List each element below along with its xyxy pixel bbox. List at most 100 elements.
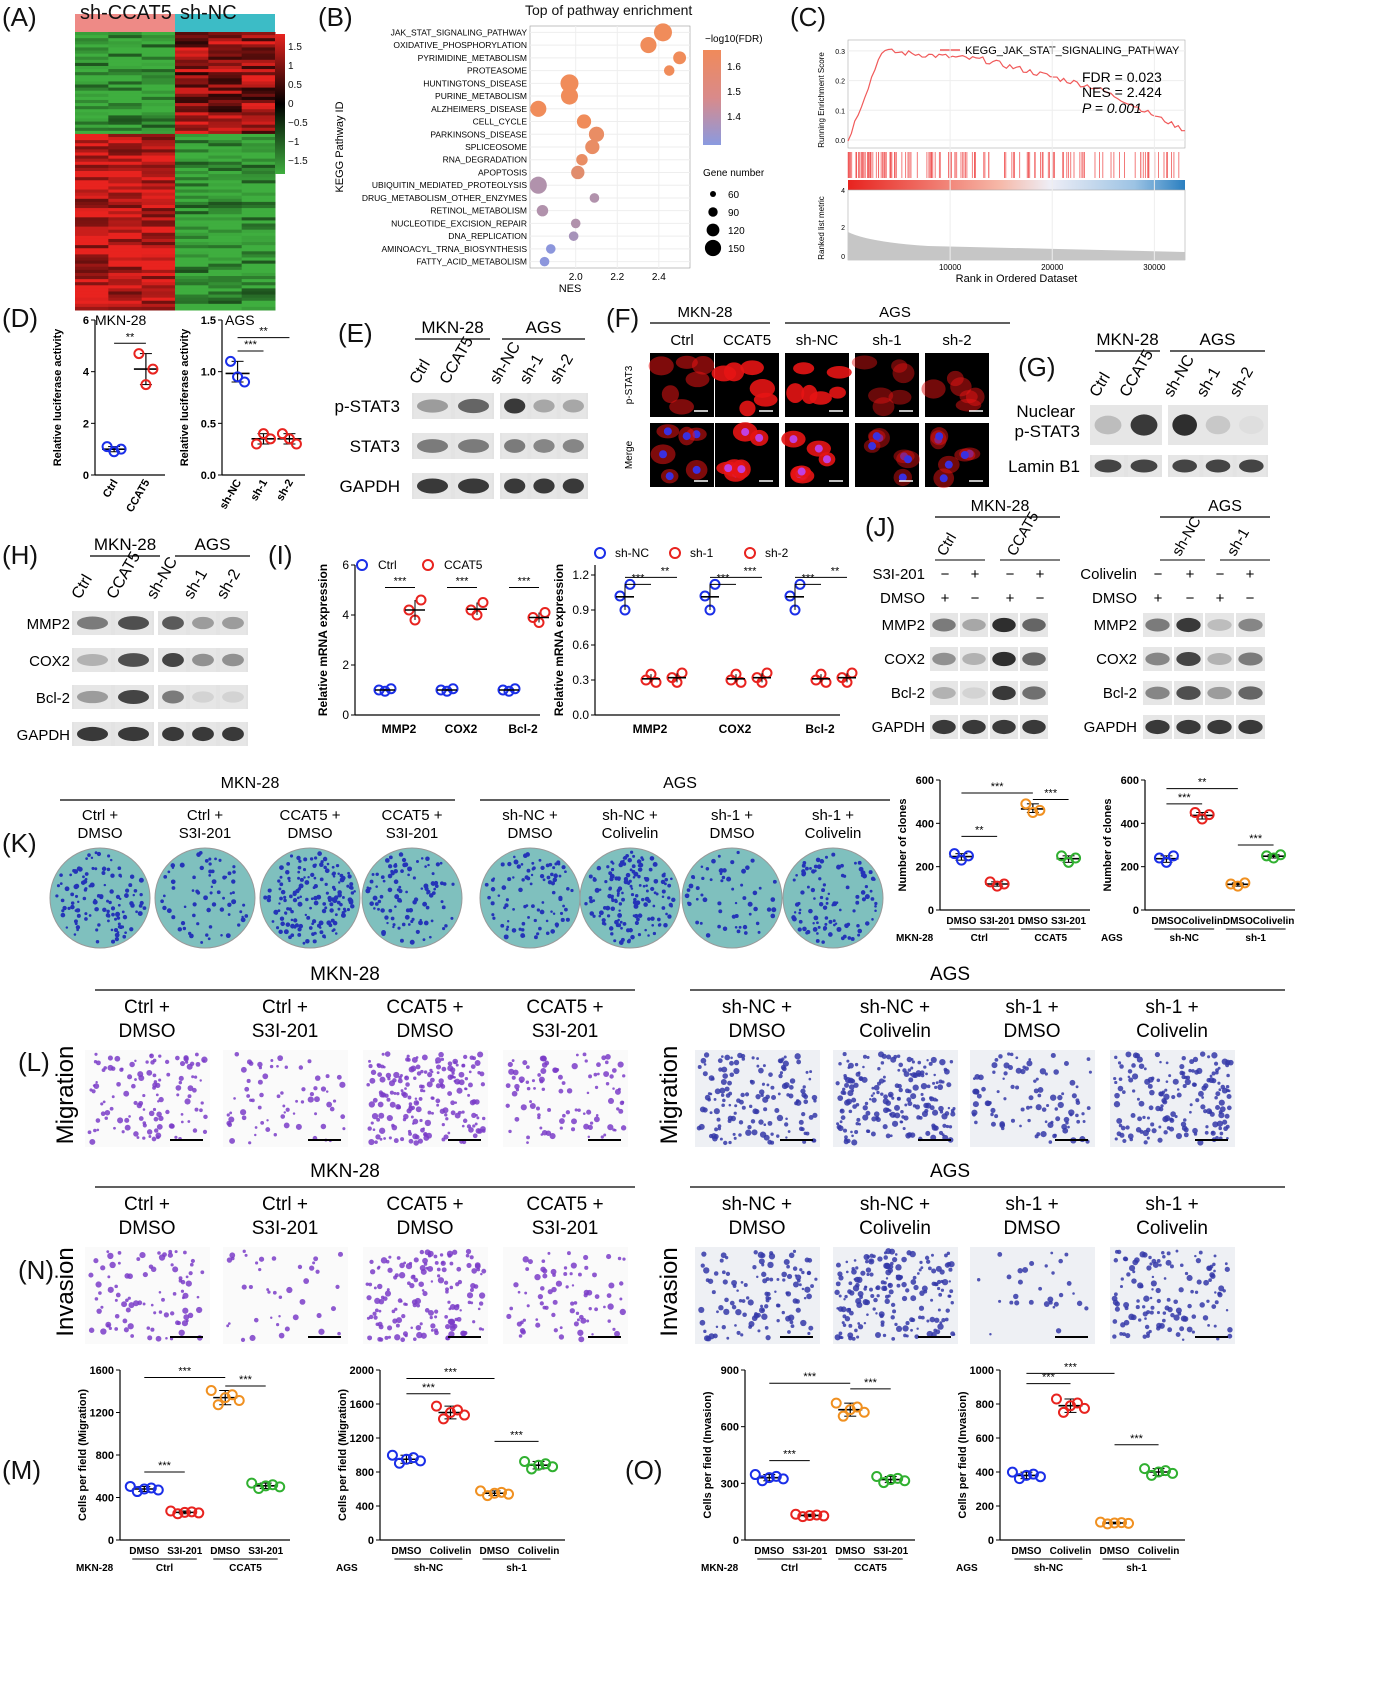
- micro-cell: [949, 1289, 954, 1294]
- micro-cell: [811, 1094, 818, 1101]
- micro-cell: [1128, 1265, 1136, 1272]
- micro-cell: [778, 1073, 783, 1079]
- micro-cell: [465, 1253, 470, 1258]
- micro-cell: [367, 1126, 372, 1131]
- heatmap-cell: [208, 211, 243, 215]
- colony-dot: [644, 928, 647, 932]
- heatmap-cell: [108, 192, 143, 197]
- micro-cell: [583, 1123, 590, 1130]
- micro-cell: [1127, 1133, 1134, 1140]
- micro-cell: [155, 1335, 162, 1342]
- micro-cell: [128, 1302, 135, 1309]
- heatmap-cell: [175, 109, 209, 113]
- micro-cell: [374, 1308, 379, 1313]
- colony-dot: [77, 866, 83, 872]
- micro-cell: [614, 1088, 621, 1095]
- colony-dot: [97, 923, 101, 927]
- micro-cell: [273, 1133, 277, 1137]
- micro-cell: [278, 1295, 283, 1300]
- blot-band: [932, 719, 956, 735]
- colony-dot: [286, 861, 291, 866]
- heatmap-cell: [175, 245, 209, 249]
- colony-dot: [588, 895, 593, 900]
- micro-cell: [1131, 1073, 1139, 1080]
- micro-cell: [450, 1110, 456, 1116]
- colony-dot: [658, 923, 662, 927]
- micro-cell: [918, 1305, 925, 1311]
- micro-label: sh-NC +: [860, 1194, 930, 1215]
- micro-cell: [750, 1079, 755, 1085]
- heatmap-cell: [208, 303, 243, 308]
- micro-cell: [413, 1140, 419, 1146]
- micro-cell: [703, 1335, 711, 1342]
- heatmap-cell: [241, 32, 276, 36]
- data-point: [851, 1401, 863, 1413]
- micro-cell: [594, 1294, 600, 1299]
- micro-cell: [456, 1266, 462, 1272]
- colony-dot: [331, 865, 335, 869]
- colony-dot: [809, 867, 812, 870]
- axis-y-tick-label: 800: [96, 1450, 114, 1462]
- blot-band: [76, 690, 109, 704]
- data-point: [1225, 878, 1237, 890]
- micro-cell: [862, 1054, 867, 1059]
- micro-cell: [734, 1104, 738, 1108]
- heatmap-cell: [75, 140, 109, 144]
- micro-cell: [947, 1294, 951, 1298]
- micro-cell: [117, 1117, 124, 1124]
- pathway-dot: [585, 139, 600, 155]
- micro-cell: [172, 1266, 179, 1273]
- colony-dot: [227, 902, 232, 907]
- colony-dot: [430, 919, 434, 923]
- heatmap-group-bar-nc: [175, 14, 275, 32]
- micro-cell: [436, 1103, 440, 1107]
- colony-dot: [550, 910, 553, 913]
- heatmap-cell: [175, 59, 209, 64]
- heatmap-cell: [241, 140, 276, 144]
- micro-cell: [125, 1307, 131, 1313]
- micro-cell: [1213, 1324, 1217, 1328]
- heatmap-cell: [208, 143, 243, 147]
- data-point: [276, 428, 288, 440]
- axis-y-tick-label: 400: [916, 818, 934, 830]
- micro-cell: [835, 1281, 841, 1287]
- colony-dot: [506, 925, 510, 929]
- blot-row-label: GAPDH: [872, 719, 925, 736]
- micro-cell: [513, 1282, 519, 1288]
- colony-dot: [847, 936, 852, 940]
- micro-cell: [1158, 1125, 1162, 1129]
- panel-label-g: (G): [1018, 352, 1056, 382]
- micro-cell: [884, 1298, 890, 1304]
- micro-cell: [461, 1124, 465, 1128]
- micro-cell: [764, 1304, 769, 1309]
- axis-y-tick-label: 400: [1121, 818, 1139, 830]
- micro-cell: [838, 1331, 843, 1336]
- colony-dot: [513, 859, 519, 865]
- micro-cell: [153, 1116, 159, 1122]
- data-point: [1203, 809, 1215, 821]
- colony-dot: [601, 918, 606, 923]
- micro-cell: [785, 1291, 792, 1297]
- colony-dot: [822, 883, 827, 887]
- micro-cell: [142, 1123, 147, 1128]
- micro-cell: [1224, 1262, 1228, 1266]
- colony-dot: [857, 928, 863, 934]
- colony-dot: [302, 868, 307, 872]
- micro-cell: [911, 1060, 915, 1064]
- micro-cell: [95, 1080, 98, 1084]
- colony-dot: [627, 857, 632, 863]
- heatmap-cell: [241, 96, 276, 101]
- micro-cell: [607, 1124, 614, 1131]
- micro-cell: [1026, 1060, 1033, 1067]
- micro-label: Colivelin: [1136, 1218, 1208, 1239]
- micro-cell: [165, 1109, 170, 1115]
- micro-cell: [104, 1109, 111, 1116]
- micro-cell: [1226, 1093, 1232, 1099]
- micro-cell: [1142, 1311, 1148, 1317]
- colony-dot: [180, 920, 186, 926]
- data-point: [253, 1483, 265, 1495]
- micro-cell: [95, 1281, 102, 1288]
- micro-cell: [379, 1137, 383, 1141]
- heatmap-cell: [108, 143, 143, 147]
- micro-cell: [789, 1085, 794, 1090]
